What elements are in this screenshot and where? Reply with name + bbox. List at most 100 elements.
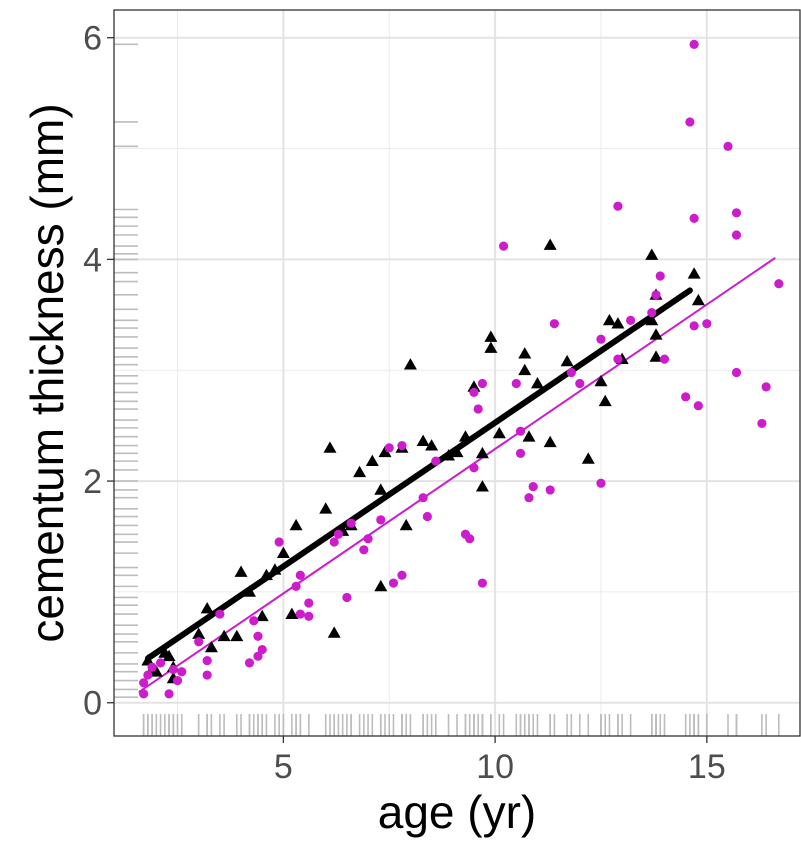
triangle-point — [611, 317, 625, 329]
circle-point — [139, 678, 149, 688]
circle-point — [477, 378, 488, 389]
circle-point — [342, 592, 352, 603]
triangle-point — [378, 445, 392, 458]
circle-point — [164, 689, 174, 699]
triangle-point — [442, 449, 456, 461]
circle-point — [545, 485, 555, 495]
circle-point — [659, 354, 670, 364]
triangle-point — [234, 565, 248, 577]
triangle-point — [522, 430, 536, 442]
circle-point — [253, 651, 263, 661]
circle-point — [147, 662, 157, 672]
y-tick-label: 4 — [83, 241, 102, 279]
triangle-point — [319, 502, 333, 514]
triangle-point — [602, 313, 616, 326]
triangle-point — [399, 518, 413, 531]
triangle-point — [530, 377, 544, 389]
circle-point — [689, 321, 699, 331]
circle-point — [274, 537, 284, 547]
circle-point — [172, 675, 183, 686]
circle-point — [511, 378, 521, 389]
y-tick-label: 2 — [83, 463, 102, 501]
y-axis-title: cementum thickness (mm) — [21, 103, 73, 642]
circle-point — [723, 141, 733, 151]
triangle-point — [560, 354, 574, 367]
triangle-point — [162, 649, 176, 662]
circle-point — [329, 537, 339, 547]
circle-point — [473, 404, 483, 414]
triangle-point — [141, 654, 155, 666]
x-axis-title: age (yr) — [378, 786, 536, 838]
circle-point — [498, 241, 509, 251]
triangle-point — [598, 394, 612, 407]
triangle-point — [416, 434, 430, 447]
circle-point — [422, 511, 432, 522]
circle-point — [515, 426, 526, 436]
triangle-point — [374, 579, 388, 592]
triangle-point — [543, 238, 557, 250]
circle-point — [469, 463, 479, 473]
circle-point — [333, 529, 344, 539]
circle-point — [244, 658, 255, 668]
circle-point — [655, 271, 665, 281]
triangle-point — [285, 607, 299, 619]
triangle-point — [255, 609, 269, 622]
triangle-point — [475, 446, 489, 459]
triangle-point — [259, 568, 273, 581]
plot-panel-background — [114, 10, 800, 736]
circle-point — [761, 382, 771, 392]
circle-point — [363, 534, 373, 544]
x-tick-label: 5 — [274, 748, 293, 786]
triangle-point — [268, 563, 282, 575]
triangle-point — [649, 328, 663, 340]
circle-point — [295, 570, 305, 580]
circle-point — [613, 201, 623, 211]
triangle-point — [594, 374, 608, 387]
circle-point — [702, 319, 712, 329]
circle-point — [304, 611, 314, 621]
magenta-fit-line — [138, 257, 776, 693]
circle-point — [651, 290, 661, 300]
triangle-point — [200, 602, 214, 614]
data-points — [139, 39, 784, 699]
triangle-point — [518, 347, 532, 359]
circle-point — [376, 515, 386, 525]
triangle-point — [425, 439, 439, 451]
triangle-point — [149, 665, 163, 677]
circle-point — [689, 39, 699, 49]
axis-ticks: 5 10 15 0 2 4 6 — [83, 20, 726, 786]
y-tick-label: 6 — [83, 20, 102, 58]
rug-marks — [114, 43, 780, 736]
triangle-point — [492, 426, 506, 439]
circle-point — [397, 570, 407, 580]
circle-point — [528, 482, 538, 492]
plot-panel-border — [113, 9, 801, 737]
circle-point — [613, 354, 623, 364]
circle-point — [202, 670, 212, 680]
circle-point — [549, 319, 559, 329]
triangle-point — [475, 480, 489, 492]
circle-point — [465, 534, 475, 544]
triangle-point — [365, 454, 379, 466]
triangle-point — [581, 452, 595, 464]
triangle-point — [192, 627, 206, 639]
triangle-point — [204, 640, 218, 653]
circle-point — [304, 598, 314, 608]
triangle-point — [645, 248, 659, 260]
circle-point — [202, 656, 212, 666]
circle-point — [731, 367, 742, 378]
triangle-point — [484, 330, 498, 342]
regression-lines — [138, 257, 776, 693]
triangle-point — [276, 546, 290, 558]
triangle-point — [327, 626, 341, 638]
circle-point — [596, 334, 606, 344]
triangle-point — [543, 435, 557, 448]
circle-point — [418, 493, 428, 503]
triangle-point — [484, 341, 498, 353]
triangle-point — [458, 430, 472, 442]
black-fit-line — [144, 287, 693, 662]
triangle-point — [467, 380, 481, 392]
circle-point — [626, 315, 636, 325]
circle-point — [295, 609, 305, 619]
circle-point — [143, 670, 153, 680]
